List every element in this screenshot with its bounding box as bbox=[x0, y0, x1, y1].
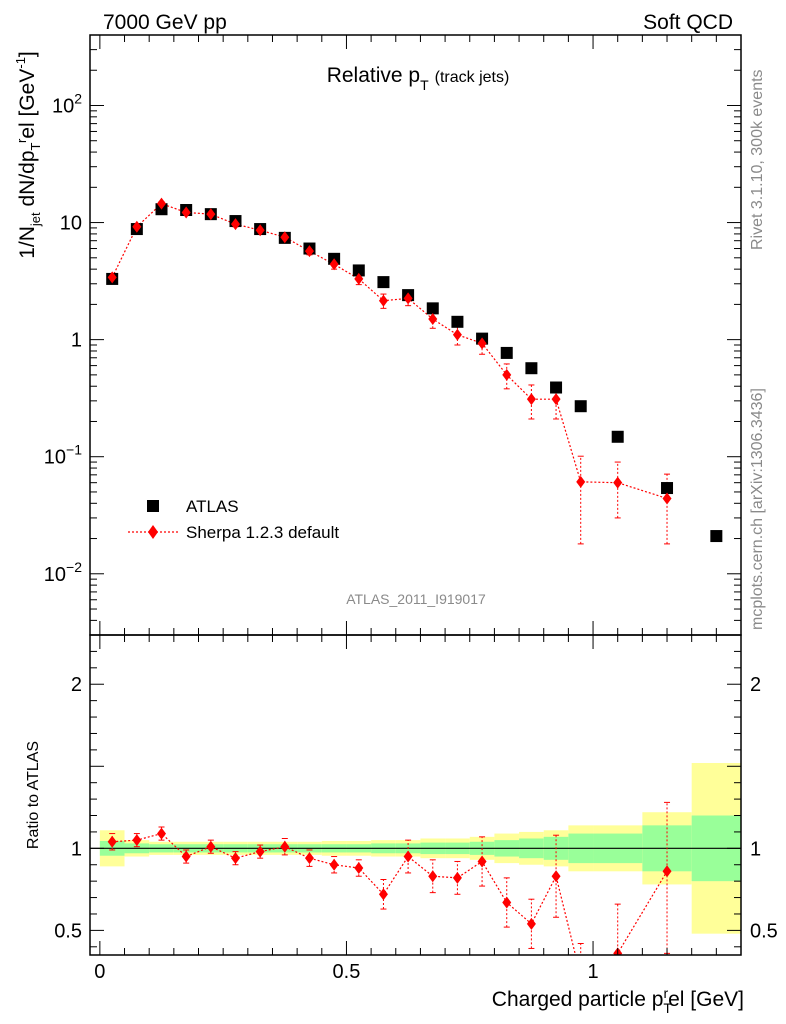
sherpa-point bbox=[255, 224, 265, 237]
legend: ATLAS Sherpa 1.2.3 default bbox=[128, 497, 339, 542]
rivet-version-label: Rivet 3.1.10, 300k events bbox=[749, 69, 766, 250]
main-y-tick-label: 1 bbox=[71, 330, 82, 352]
main-y-axis-label: 1/Njet dN/dpTrel [GeV-1] bbox=[13, 51, 43, 259]
main-y-tick-label: 10−2 bbox=[44, 559, 82, 586]
ratio-y-tick-label: 1 bbox=[71, 838, 82, 860]
main-y-tick-label: 10 bbox=[60, 213, 82, 235]
ratio-sherpa-point bbox=[132, 834, 142, 847]
sherpa-point bbox=[304, 245, 314, 258]
ratio-sherpa-point bbox=[157, 827, 167, 840]
main-plot-data bbox=[106, 197, 723, 545]
sherpa-point bbox=[329, 258, 339, 271]
atlas-point bbox=[550, 381, 563, 394]
ratio-sherpa-line bbox=[112, 832, 668, 955]
ratio-sherpa-point bbox=[354, 862, 364, 875]
ratio-y-tick-label-right: 2 bbox=[750, 674, 761, 696]
sherpa-point bbox=[206, 208, 216, 221]
ratio-sherpa-point bbox=[576, 970, 585, 982]
sherpa-point bbox=[477, 337, 487, 350]
chart-title-note: (track jets) bbox=[435, 69, 510, 86]
ratio-sherpa-point bbox=[662, 865, 672, 878]
atlas-point bbox=[574, 400, 587, 413]
sherpa-point bbox=[107, 271, 117, 284]
sherpa-point bbox=[230, 218, 240, 231]
ratio-sherpa-point bbox=[403, 850, 413, 863]
sherpa-point bbox=[181, 206, 191, 219]
atlas-point bbox=[451, 315, 464, 328]
ratio-y-tick-label: 2 bbox=[71, 674, 82, 696]
ratio-sherpa-point bbox=[181, 850, 191, 863]
chart-title: Relative pT (track jets) bbox=[327, 64, 510, 93]
atlas-point bbox=[525, 362, 538, 375]
legend-marker-atlas bbox=[147, 500, 159, 512]
atlas-point bbox=[352, 264, 365, 277]
header-category: Soft QCD bbox=[643, 11, 733, 34]
main-plot-ticks: 10−2 10−1 1 10 102 bbox=[44, 34, 742, 636]
main-y-tick-label: 10−1 bbox=[44, 442, 82, 469]
x-axis-label: Charged particle pTrel [GeV] bbox=[492, 985, 744, 1016]
x-tick-label: 0 bbox=[94, 961, 105, 983]
sherpa-point bbox=[354, 272, 364, 285]
ratio-y-tick-label-right: 1 bbox=[750, 838, 761, 860]
ratio-sherpa-point bbox=[477, 855, 487, 868]
ratio-sherpa-point bbox=[551, 870, 561, 883]
sherpa-point bbox=[403, 292, 413, 305]
ratio-sherpa-point bbox=[502, 896, 512, 909]
ratio-sherpa-point bbox=[107, 835, 117, 848]
legend-marker-sherpa bbox=[148, 525, 158, 539]
sherpa-point bbox=[428, 313, 438, 326]
chart-title-main: Relative p bbox=[327, 64, 420, 87]
atlas-point bbox=[661, 482, 674, 495]
ratio-sherpa-point bbox=[378, 888, 388, 901]
sherpa-point bbox=[502, 368, 512, 381]
sherpa-point bbox=[157, 197, 167, 210]
sherpa-point bbox=[280, 231, 290, 244]
analysis-id-label: ATLAS_2011_I919017 bbox=[346, 591, 486, 607]
ratio-sherpa-point bbox=[255, 845, 265, 858]
atlas-point bbox=[426, 302, 439, 315]
atlas-point bbox=[710, 530, 723, 543]
sherpa-line bbox=[111, 202, 668, 500]
ratio-sherpa-point bbox=[452, 871, 462, 884]
ratio-sherpa-point bbox=[230, 852, 240, 865]
ratio-y-axis-label: Ratio to ATLAS bbox=[25, 741, 42, 849]
legend-label-sherpa: Sherpa 1.2.3 default bbox=[186, 523, 339, 542]
ratio-y-tick-label: 0.5 bbox=[54, 920, 82, 942]
atlas-point bbox=[500, 346, 513, 359]
mcplots-reference-label: mcplots.cern.ch [arXiv:1306.3436] bbox=[749, 388, 766, 630]
ratio-sherpa-point bbox=[428, 870, 438, 883]
sherpa-point bbox=[378, 294, 388, 307]
ratio-plot-frame bbox=[89, 634, 742, 956]
chart-title-sub: T bbox=[420, 77, 429, 93]
main-plot-frame bbox=[89, 34, 742, 636]
main-y-tick-label: 102 bbox=[52, 90, 82, 117]
ratio-y-tick-label-right: 0.5 bbox=[750, 920, 778, 942]
ratio-plot-data bbox=[107, 801, 672, 982]
sherpa-point bbox=[576, 475, 586, 488]
sherpa-point bbox=[613, 476, 623, 489]
sherpa-point bbox=[452, 328, 462, 341]
header-energy: 7000 GeV pp bbox=[103, 11, 227, 34]
ratio-sherpa-point bbox=[304, 852, 314, 865]
sherpa-point bbox=[662, 492, 672, 505]
sherpa-point bbox=[132, 220, 142, 233]
ratio-sherpa-point bbox=[280, 840, 290, 853]
legend-label-atlas: ATLAS bbox=[186, 497, 239, 516]
ratio-sherpa-point bbox=[526, 917, 536, 930]
x-tick-label: 1 bbox=[587, 961, 598, 983]
ratio-sherpa-point bbox=[206, 840, 216, 853]
ratio-plot-ticks: 0.5 0.5 1 1 2 2 0 0.5 1 bbox=[54, 634, 778, 983]
atlas-point bbox=[611, 430, 624, 443]
sherpa-point bbox=[551, 393, 561, 406]
sherpa-point bbox=[526, 393, 536, 406]
atlas-point bbox=[377, 276, 390, 289]
ratio-sherpa-point bbox=[329, 858, 339, 871]
x-tick-label: 0.5 bbox=[333, 961, 361, 983]
